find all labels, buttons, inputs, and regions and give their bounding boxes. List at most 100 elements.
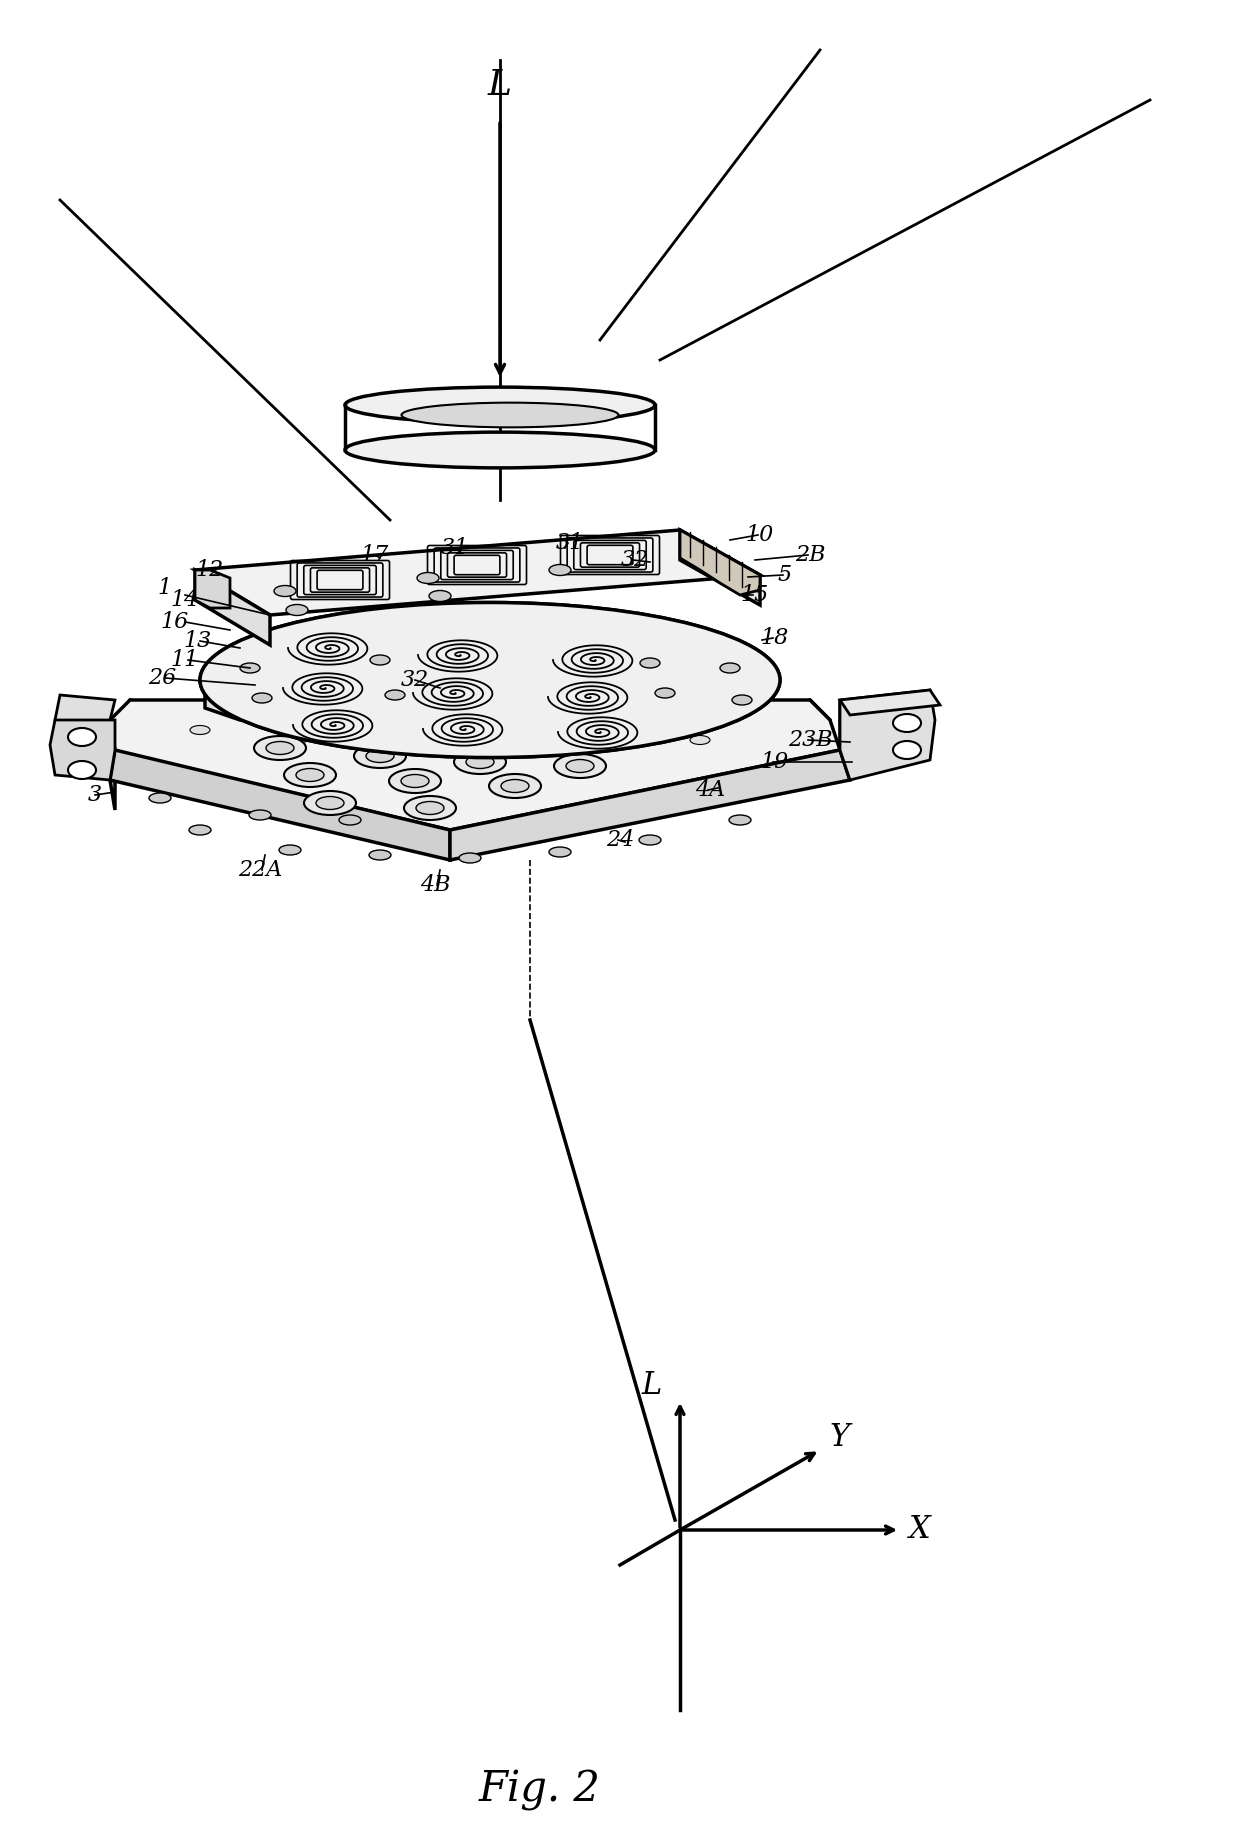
Polygon shape bbox=[205, 655, 763, 720]
Ellipse shape bbox=[549, 847, 570, 856]
Polygon shape bbox=[195, 570, 270, 646]
Ellipse shape bbox=[429, 590, 451, 601]
Ellipse shape bbox=[417, 572, 439, 583]
Ellipse shape bbox=[640, 659, 660, 668]
Text: 12: 12 bbox=[196, 559, 224, 581]
Ellipse shape bbox=[370, 851, 391, 860]
Ellipse shape bbox=[501, 779, 529, 793]
Text: 31: 31 bbox=[441, 537, 469, 559]
Polygon shape bbox=[839, 690, 935, 780]
Ellipse shape bbox=[729, 815, 751, 825]
Ellipse shape bbox=[366, 749, 394, 762]
Ellipse shape bbox=[286, 605, 308, 616]
Ellipse shape bbox=[200, 603, 780, 758]
Polygon shape bbox=[195, 570, 229, 609]
Text: 19: 19 bbox=[761, 751, 789, 773]
Ellipse shape bbox=[466, 755, 494, 769]
Text: 32: 32 bbox=[621, 550, 649, 570]
Text: 4B: 4B bbox=[420, 875, 450, 897]
Text: Y: Y bbox=[830, 1421, 851, 1452]
Ellipse shape bbox=[149, 793, 171, 803]
Ellipse shape bbox=[296, 769, 324, 782]
Ellipse shape bbox=[490, 745, 510, 755]
Ellipse shape bbox=[391, 740, 410, 749]
Text: X: X bbox=[909, 1515, 931, 1546]
Ellipse shape bbox=[893, 714, 921, 732]
Ellipse shape bbox=[68, 729, 95, 745]
Polygon shape bbox=[839, 690, 940, 716]
Text: 1: 1 bbox=[157, 577, 172, 600]
Polygon shape bbox=[55, 696, 115, 760]
Ellipse shape bbox=[200, 603, 780, 758]
Text: 26: 26 bbox=[148, 668, 176, 688]
Ellipse shape bbox=[402, 402, 619, 428]
Text: 14: 14 bbox=[171, 589, 200, 611]
Ellipse shape bbox=[190, 725, 210, 734]
Ellipse shape bbox=[454, 751, 506, 775]
Ellipse shape bbox=[304, 792, 356, 815]
Ellipse shape bbox=[274, 585, 296, 596]
Polygon shape bbox=[839, 699, 849, 780]
Text: 5: 5 bbox=[777, 565, 792, 587]
Ellipse shape bbox=[720, 662, 740, 673]
Polygon shape bbox=[110, 699, 839, 830]
Ellipse shape bbox=[254, 736, 306, 760]
Ellipse shape bbox=[539, 718, 560, 727]
Polygon shape bbox=[110, 720, 115, 810]
Ellipse shape bbox=[440, 721, 460, 729]
Polygon shape bbox=[680, 530, 760, 594]
Text: 4A: 4A bbox=[694, 779, 725, 801]
Ellipse shape bbox=[252, 694, 272, 703]
Ellipse shape bbox=[279, 845, 301, 854]
Ellipse shape bbox=[689, 736, 711, 745]
Text: 17: 17 bbox=[361, 544, 389, 566]
Ellipse shape bbox=[284, 764, 336, 788]
Text: 3: 3 bbox=[88, 784, 102, 806]
Ellipse shape bbox=[401, 775, 429, 788]
Ellipse shape bbox=[249, 810, 272, 819]
Ellipse shape bbox=[404, 795, 456, 819]
Polygon shape bbox=[115, 699, 830, 819]
Ellipse shape bbox=[316, 797, 343, 810]
Polygon shape bbox=[680, 530, 760, 605]
Text: 18: 18 bbox=[761, 627, 789, 649]
Text: 32: 32 bbox=[401, 670, 429, 692]
Text: 2B: 2B bbox=[795, 544, 826, 566]
Ellipse shape bbox=[732, 696, 751, 705]
Ellipse shape bbox=[241, 710, 260, 720]
Ellipse shape bbox=[459, 852, 481, 863]
Text: 11: 11 bbox=[171, 649, 200, 672]
Polygon shape bbox=[110, 751, 450, 860]
Polygon shape bbox=[195, 530, 760, 614]
Ellipse shape bbox=[639, 836, 661, 845]
Ellipse shape bbox=[415, 801, 444, 814]
Text: 22A: 22A bbox=[238, 860, 283, 882]
Ellipse shape bbox=[489, 775, 541, 799]
Text: 16: 16 bbox=[161, 611, 190, 633]
Ellipse shape bbox=[565, 760, 594, 773]
Ellipse shape bbox=[68, 760, 95, 779]
Ellipse shape bbox=[345, 432, 655, 469]
Ellipse shape bbox=[554, 755, 606, 779]
Text: 24: 24 bbox=[606, 828, 634, 851]
Ellipse shape bbox=[188, 825, 211, 836]
Ellipse shape bbox=[655, 688, 675, 697]
Ellipse shape bbox=[345, 387, 655, 423]
Polygon shape bbox=[50, 720, 115, 780]
Ellipse shape bbox=[339, 815, 361, 825]
Ellipse shape bbox=[340, 716, 360, 725]
Text: 31: 31 bbox=[556, 531, 584, 554]
Text: L: L bbox=[489, 68, 512, 101]
Text: 15: 15 bbox=[740, 585, 769, 605]
Ellipse shape bbox=[893, 742, 921, 758]
Text: 13: 13 bbox=[184, 629, 212, 651]
Ellipse shape bbox=[590, 744, 610, 753]
Ellipse shape bbox=[267, 742, 294, 755]
Text: L: L bbox=[642, 1369, 662, 1400]
Ellipse shape bbox=[290, 734, 310, 742]
Ellipse shape bbox=[353, 744, 405, 768]
Polygon shape bbox=[450, 751, 849, 860]
Text: Fig. 2: Fig. 2 bbox=[479, 1769, 601, 1812]
Text: 23B: 23B bbox=[787, 729, 832, 751]
Ellipse shape bbox=[549, 565, 570, 576]
